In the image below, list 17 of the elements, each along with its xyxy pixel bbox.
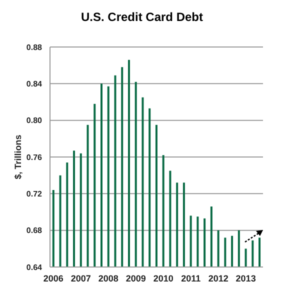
y-axis-title: $, Trillions — [13, 134, 24, 180]
y-tick-label: 0.64 — [26, 262, 43, 272]
chart-title: U.S. Credit Card Debt — [80, 10, 204, 24]
y-tick-label: 0.76 — [26, 152, 43, 162]
y-tick-label: 0.68 — [26, 226, 43, 236]
x-tick-label: 2013 — [236, 273, 256, 284]
x-tick-label: 2006 — [43, 273, 64, 284]
y-tick-label: 0.84 — [26, 80, 43, 89]
x-tick-label: 2010 — [153, 273, 174, 284]
y-tick-label: 0.72 — [26, 190, 43, 199]
y-tick-label: 0.80 — [26, 116, 43, 126]
x-tick-label: 2009 — [126, 273, 146, 284]
x-tick-label: 2007 — [70, 273, 91, 284]
y-tick-label: 0.88 — [26, 42, 43, 52]
x-tick-label: 2008 — [98, 273, 118, 284]
x-tick-label: 2011 — [181, 273, 201, 284]
x-tick-label: 2012 — [208, 273, 228, 284]
